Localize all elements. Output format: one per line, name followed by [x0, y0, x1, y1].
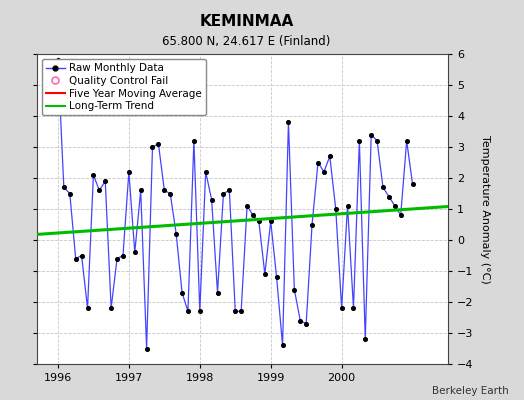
Point — [101, 178, 110, 184]
Point — [284, 119, 292, 126]
Point — [397, 212, 405, 218]
Point — [243, 203, 252, 209]
Point — [78, 252, 86, 259]
Text: 65.800 N, 24.617 E (Finland): 65.800 N, 24.617 E (Finland) — [162, 35, 331, 48]
Point — [249, 212, 257, 218]
Point — [290, 286, 299, 293]
Point — [373, 138, 381, 144]
Point — [119, 252, 127, 259]
Point — [130, 249, 139, 256]
Point — [113, 255, 121, 262]
Text: Berkeley Earth: Berkeley Earth — [432, 386, 508, 396]
Point — [379, 184, 387, 190]
Point — [66, 190, 74, 197]
Point — [385, 193, 393, 200]
Point — [208, 196, 216, 203]
Point — [314, 159, 322, 166]
Point — [361, 336, 369, 342]
Point — [178, 290, 186, 296]
Point — [125, 169, 133, 175]
Point — [408, 181, 417, 187]
Point — [390, 203, 399, 209]
Point — [350, 305, 358, 311]
Point — [190, 138, 198, 144]
Point — [231, 308, 239, 314]
Point — [237, 308, 245, 314]
Point — [154, 141, 162, 147]
Point — [260, 271, 269, 277]
Point — [302, 320, 310, 327]
Point — [296, 318, 304, 324]
Point — [402, 138, 411, 144]
Point — [278, 342, 287, 348]
Point — [195, 308, 204, 314]
Point — [255, 218, 263, 225]
Point — [343, 203, 352, 209]
Legend: Raw Monthly Data, Quality Control Fail, Five Year Moving Average, Long-Term Tren: Raw Monthly Data, Quality Control Fail, … — [42, 59, 206, 115]
Point — [54, 57, 62, 64]
Point — [367, 131, 375, 138]
Point — [107, 305, 115, 311]
Point — [355, 138, 364, 144]
Point — [89, 172, 97, 178]
Point — [337, 305, 346, 311]
Point — [325, 153, 334, 160]
Point — [148, 144, 157, 150]
Point — [166, 190, 174, 197]
Point — [137, 187, 145, 194]
Point — [184, 308, 192, 314]
Point — [160, 187, 169, 194]
Point — [225, 187, 234, 194]
Point — [213, 290, 222, 296]
Point — [320, 169, 328, 175]
Point — [202, 169, 210, 175]
Point — [308, 221, 316, 228]
Point — [60, 184, 68, 190]
Point — [95, 187, 104, 194]
Point — [172, 230, 180, 237]
Point — [219, 190, 227, 197]
Point — [83, 305, 92, 311]
Point — [143, 345, 151, 352]
Point — [71, 255, 80, 262]
Y-axis label: Temperature Anomaly (°C): Temperature Anomaly (°C) — [480, 135, 490, 283]
Text: KEMINMAA: KEMINMAA — [199, 14, 293, 29]
Point — [332, 206, 340, 212]
Point — [267, 218, 275, 225]
Point — [272, 274, 281, 280]
